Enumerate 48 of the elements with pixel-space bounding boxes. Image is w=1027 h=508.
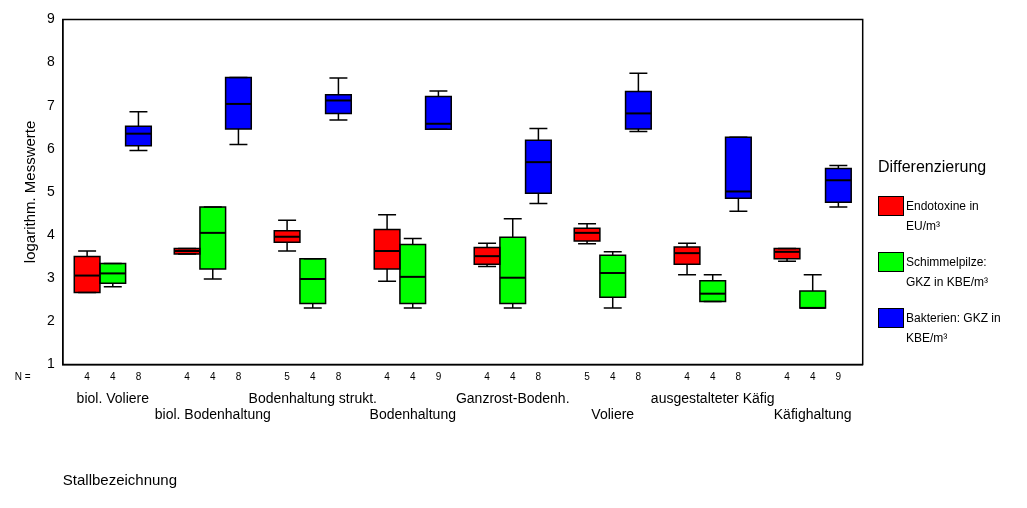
- text: 4: [684, 371, 690, 383]
- text: 4: [809, 371, 816, 383]
- text: 8: [635, 371, 642, 383]
- text: 4: [484, 371, 490, 383]
- legend-label: Bakterien: GKZ in KBE/m³: [906, 310, 1002, 347]
- x-tick-label: Bodenhaltung strukt.: [248, 389, 377, 406]
- text: 8: [735, 371, 742, 383]
- text: 9: [435, 371, 442, 383]
- text: 4: [709, 371, 716, 383]
- y-tick-label: 5: [46, 182, 55, 199]
- x-tick-label: Ganzrost-Bodenh.: [455, 389, 570, 406]
- text: 8: [235, 371, 242, 383]
- text: 4: [184, 371, 190, 383]
- x-tick-label: Käfighaltung: [773, 406, 852, 423]
- y-tick-label: 2: [46, 312, 55, 329]
- text: 4: [509, 371, 516, 383]
- text: N =: [14, 371, 31, 383]
- text: 4: [209, 371, 216, 383]
- text: 5: [584, 371, 590, 383]
- legend-label: Schimmelpilze: GKZ in KBE/m³: [906, 254, 989, 291]
- legend-title: Differenzierung: [878, 158, 988, 176]
- text: 8: [535, 371, 542, 383]
- x-tick-label: biol. Bodenhaltung: [154, 406, 271, 423]
- text: 4: [384, 371, 390, 383]
- text: 9: [835, 371, 842, 383]
- text: 4: [309, 371, 316, 383]
- x-tick-label: Voliere: [591, 406, 635, 423]
- y-tick-label: 7: [46, 96, 55, 113]
- y-tick-label: 1: [46, 355, 55, 372]
- text: 4: [110, 371, 116, 383]
- x-tick-label: ausgestalteter Käfig: [650, 389, 775, 406]
- x-tick-label: Bodenhaltung: [369, 406, 456, 423]
- text: 4: [609, 371, 616, 383]
- y-tick-label: 9: [46, 10, 55, 27]
- text: 5: [284, 371, 290, 383]
- y-axis-title: logarithm. Messwerte: [21, 120, 39, 264]
- x-tick-label: biol. Voliere: [76, 389, 150, 406]
- y-tick-label: 6: [46, 139, 55, 156]
- x-axis-title: Stallbezeichnung: [62, 471, 178, 489]
- text: 4: [409, 371, 416, 383]
- legend-label: Endotoxine in EU/m³: [906, 198, 980, 235]
- y-tick-label: 8: [46, 53, 55, 70]
- text: 8: [335, 371, 342, 383]
- y-tick-label: 3: [46, 269, 55, 286]
- text: 4: [84, 371, 90, 383]
- text: 8: [135, 371, 142, 383]
- text: 4: [784, 371, 790, 383]
- y-tick-label: 4: [46, 225, 55, 242]
